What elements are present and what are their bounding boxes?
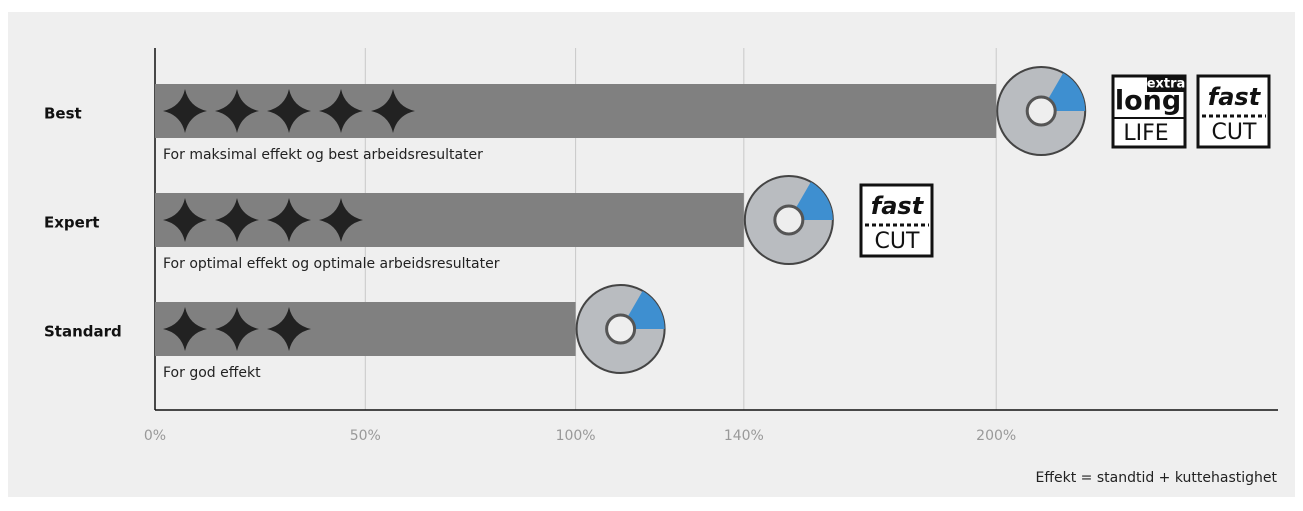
disc-icon: [743, 175, 834, 265]
star: [267, 198, 311, 242]
fast-cut-badge: fast CUT: [1196, 74, 1271, 149]
star: [163, 198, 207, 242]
badge-tab: [1147, 76, 1185, 92]
star: [267, 89, 311, 133]
disc-icon: [996, 66, 1087, 156]
disc-hole: [605, 313, 637, 345]
disc-hole: [1025, 95, 1057, 127]
fast-cut-badge: fast CUT: [859, 183, 934, 258]
bar-description: For god effekt: [163, 365, 261, 381]
star: [319, 89, 363, 133]
badge-text: fast: [871, 192, 925, 220]
star: [215, 307, 259, 351]
badge-text: fast: [1208, 83, 1262, 111]
x-tick-label: 140%: [724, 428, 764, 444]
star: [319, 198, 363, 242]
badge-text: CUT: [1212, 120, 1257, 145]
bar-description: For optimal effekt og optimale arbeidsre…: [163, 256, 500, 272]
bar-description: For maksimal effekt og best arbeidsresul…: [163, 147, 483, 163]
badge-frame: [1196, 74, 1271, 149]
category-label: Best: [44, 105, 82, 123]
star: [267, 307, 311, 351]
disc-icon: [575, 284, 666, 374]
badge-frame: [859, 183, 934, 258]
badge-text: long: [1115, 86, 1181, 117]
star-rating: [163, 89, 415, 133]
x-tick-label: 50%: [350, 428, 381, 444]
star: [215, 89, 259, 133]
category-label: Expert: [44, 214, 99, 232]
x-tick-label: 100%: [556, 428, 596, 444]
badge-text: LIFE: [1123, 121, 1168, 146]
x-tick-label: 0%: [144, 428, 166, 444]
star: [215, 198, 259, 242]
long-life-badge: extra long LIFE: [1111, 74, 1187, 149]
star: [371, 89, 415, 133]
footnote: Effekt = standtid + kuttehastighet: [1036, 470, 1278, 486]
disc-hole: [773, 204, 805, 236]
star-rating: [163, 307, 311, 351]
badge-text: CUT: [875, 229, 920, 254]
star-rating: [163, 198, 363, 242]
category-label: Standard: [44, 323, 122, 341]
star: [163, 89, 207, 133]
star: [163, 307, 207, 351]
x-tick-label: 200%: [976, 428, 1016, 444]
badge-text: extra: [1147, 77, 1186, 92]
